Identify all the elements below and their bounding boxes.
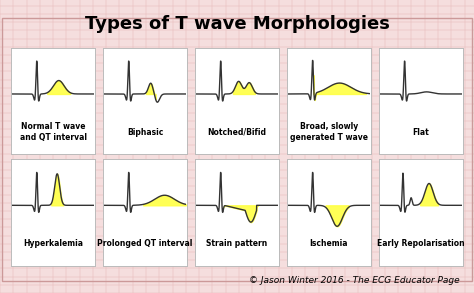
Text: Broad, slowly
generated T wave: Broad, slowly generated T wave	[290, 122, 368, 142]
Text: Hyperkalemia: Hyperkalemia	[23, 239, 83, 248]
Text: Flat: Flat	[412, 127, 429, 137]
Text: © Jason Winter 2016 - The ECG Educator Page: © Jason Winter 2016 - The ECG Educator P…	[249, 276, 460, 285]
Text: Notched/Bifid: Notched/Bifid	[208, 127, 266, 137]
Text: Prolonged QT interval: Prolonged QT interval	[97, 239, 193, 248]
Text: Types of T wave Morphologies: Types of T wave Morphologies	[84, 15, 390, 33]
Text: Early Repolarisation: Early Repolarisation	[377, 239, 465, 248]
Text: Strain pattern: Strain pattern	[206, 239, 268, 248]
Text: Normal T wave
and QT interval: Normal T wave and QT interval	[19, 122, 87, 142]
Text: Biphasic: Biphasic	[127, 127, 163, 137]
Text: Ischemia: Ischemia	[310, 239, 348, 248]
